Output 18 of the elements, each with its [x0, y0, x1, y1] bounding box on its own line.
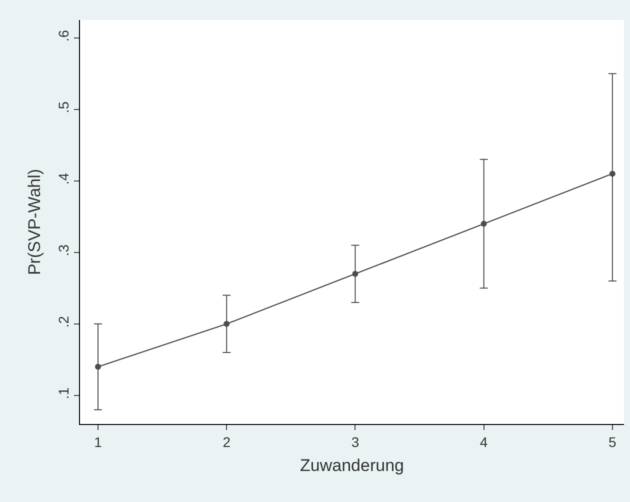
x-tick-label: 3: [351, 434, 360, 450]
point: [224, 320, 230, 327]
x-axis-title: Zuwanderung: [300, 456, 404, 476]
point: [609, 170, 616, 177]
y-tick-label: .1: [55, 387, 72, 400]
x-tick-label: 2: [222, 434, 231, 450]
y-tick-label: .2: [55, 316, 72, 328]
point: [95, 364, 101, 370]
y-axis-title: Pr(SVP-Wahl): [24, 168, 44, 276]
point: [352, 270, 358, 277]
point: [480, 220, 487, 227]
x-tick-label: 5: [608, 434, 617, 450]
y-tick-label: .3: [55, 244, 72, 256]
x-tick-label: 4: [480, 434, 488, 450]
x-tick-label: 1: [94, 434, 102, 450]
y-tick-label: .5: [55, 101, 72, 114]
y-tick-label: .4: [55, 172, 72, 185]
y-tick-label: .6: [55, 30, 72, 42]
